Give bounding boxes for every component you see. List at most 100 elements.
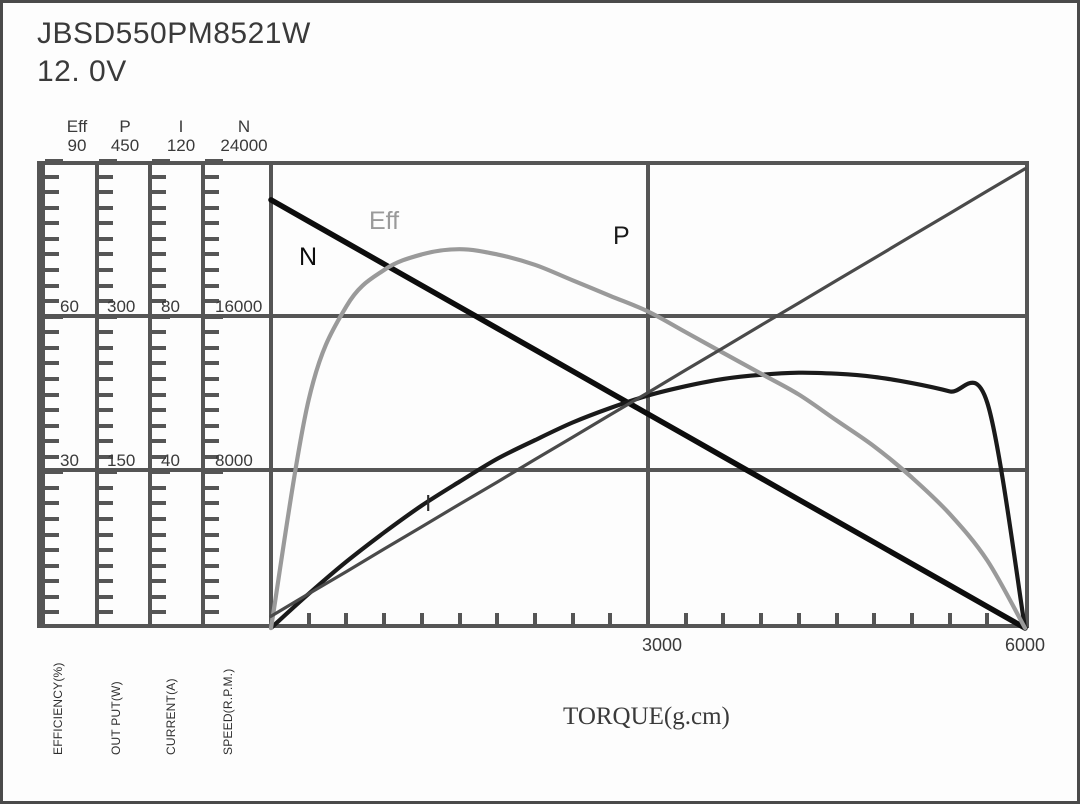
- axis-caption-output: OUT PUT(W): [109, 681, 123, 755]
- x-axis-tick: [721, 613, 726, 626]
- curve-layer: [268, 167, 1028, 631]
- scale-tick: [205, 594, 219, 599]
- scale-tick: [205, 454, 219, 459]
- chart-title-block: JBSD550PM8521W 12. 0V: [37, 15, 311, 91]
- scale-tick: [205, 267, 219, 272]
- scale-tick: [99, 330, 113, 335]
- scale-value-n-mid: 16000: [215, 297, 263, 316]
- scale-tick: [99, 423, 113, 428]
- scale-header-i-value: 120: [166, 136, 196, 155]
- scale-tick: [205, 532, 219, 537]
- x-axis-tick: [796, 613, 801, 626]
- scale-tick: [152, 174, 166, 179]
- x-axis-tick: [985, 613, 990, 626]
- scale-tick: [99, 376, 113, 381]
- scale-tick: [205, 190, 219, 195]
- x-axis-label-3000: 3000: [641, 635, 683, 655]
- scale-tick: [152, 439, 166, 444]
- scale-tick: [152, 283, 166, 288]
- scale-tick: [99, 205, 113, 210]
- scale-tick: [205, 236, 219, 241]
- scale-tick: [45, 345, 59, 350]
- scale-value-eff-low: 30: [60, 451, 79, 470]
- gridline-8000: [37, 468, 1029, 472]
- scale-tick: [99, 408, 113, 413]
- scale-value-p-low: 150: [107, 451, 136, 470]
- scale-tick: [205, 423, 219, 428]
- plot-frame: [37, 161, 1029, 628]
- scale-tick: [152, 221, 166, 226]
- x-axis-tick: [683, 613, 688, 626]
- scale-tick: [205, 330, 219, 335]
- scale-tick: [45, 392, 59, 397]
- scale-tick: [205, 345, 219, 350]
- scale-tick: [99, 470, 117, 475]
- curve-label-current: I: [425, 490, 432, 516]
- scale-tick: [205, 174, 219, 179]
- scale-tick: [45, 470, 63, 475]
- scale-tick: [152, 236, 166, 241]
- scale-tick: [152, 330, 166, 335]
- scale-tick: [45, 610, 59, 615]
- scale-tick: [205, 361, 219, 366]
- scale-tick: [152, 299, 166, 304]
- axis-caption-efficiency: EFFICIENCY(%): [51, 662, 65, 755]
- scale-tick: [205, 485, 219, 490]
- scale-tick: [45, 563, 59, 568]
- x-axis-tick: [872, 613, 877, 626]
- scale-tick: [45, 190, 59, 195]
- scale-tick: [99, 267, 113, 272]
- scale-tick: [205, 408, 219, 413]
- scale-tick: [99, 252, 113, 257]
- scale-tick: [45, 579, 59, 584]
- scale-value-eff-mid: 60: [60, 297, 79, 316]
- scale-tick: [205, 517, 219, 522]
- scale-tick: [205, 283, 219, 288]
- scale-value-p-mid: 300: [107, 297, 136, 316]
- scale-tick: [205, 392, 219, 397]
- scale-tick: [152, 470, 170, 475]
- x-axis-tick: [947, 613, 952, 626]
- scale-tick: [45, 376, 59, 381]
- scale-tick: [45, 454, 59, 459]
- scale-value-n-low: 8000: [215, 451, 253, 470]
- scale-header-i: I 120: [155, 117, 207, 155]
- scale-tick: [99, 454, 113, 459]
- scale-tick: [205, 299, 219, 304]
- scale-tick: [205, 579, 219, 584]
- x-axis-title: TORQUE(g.cm): [563, 703, 730, 730]
- scale-tick: [45, 299, 59, 304]
- scale-tick: [99, 439, 113, 444]
- scale-tick: [152, 610, 166, 615]
- scale-tick: [205, 470, 223, 475]
- scale-tick: [99, 361, 113, 366]
- scale-tick: [205, 221, 219, 226]
- scale-tick: [152, 267, 166, 272]
- plot-left-boundary: [269, 161, 273, 628]
- scale-tick: [152, 376, 166, 381]
- scale-header-p-value: 450: [110, 136, 140, 155]
- scale-axis-i: [148, 161, 152, 628]
- scale-axis-eff: [41, 161, 45, 628]
- scale-tick: [152, 205, 166, 210]
- scale-tick: [45, 517, 59, 522]
- scale-tick: [152, 454, 166, 459]
- scale-tick: [152, 485, 166, 490]
- voltage-rating: 12. 0V: [37, 55, 127, 88]
- scale-tick: [152, 423, 166, 428]
- x-axis-tick: [759, 613, 764, 626]
- x-axis-tick: [532, 613, 537, 626]
- x-axis-label-6000: 6000: [1004, 635, 1046, 655]
- scale-tick: [45, 283, 59, 288]
- scale-header-p: P 450: [97, 117, 153, 155]
- x-axis-tick: [495, 613, 500, 626]
- scale-axis-p: [95, 161, 99, 628]
- scale-tick: [99, 532, 113, 537]
- scale-tick: [152, 408, 166, 413]
- scale-tick: [99, 190, 113, 195]
- x-axis-tick: [570, 613, 575, 626]
- scale-tick: [205, 501, 219, 506]
- scale-tick: [45, 423, 59, 428]
- scale-tick: [99, 221, 113, 226]
- scale-tick: [45, 236, 59, 241]
